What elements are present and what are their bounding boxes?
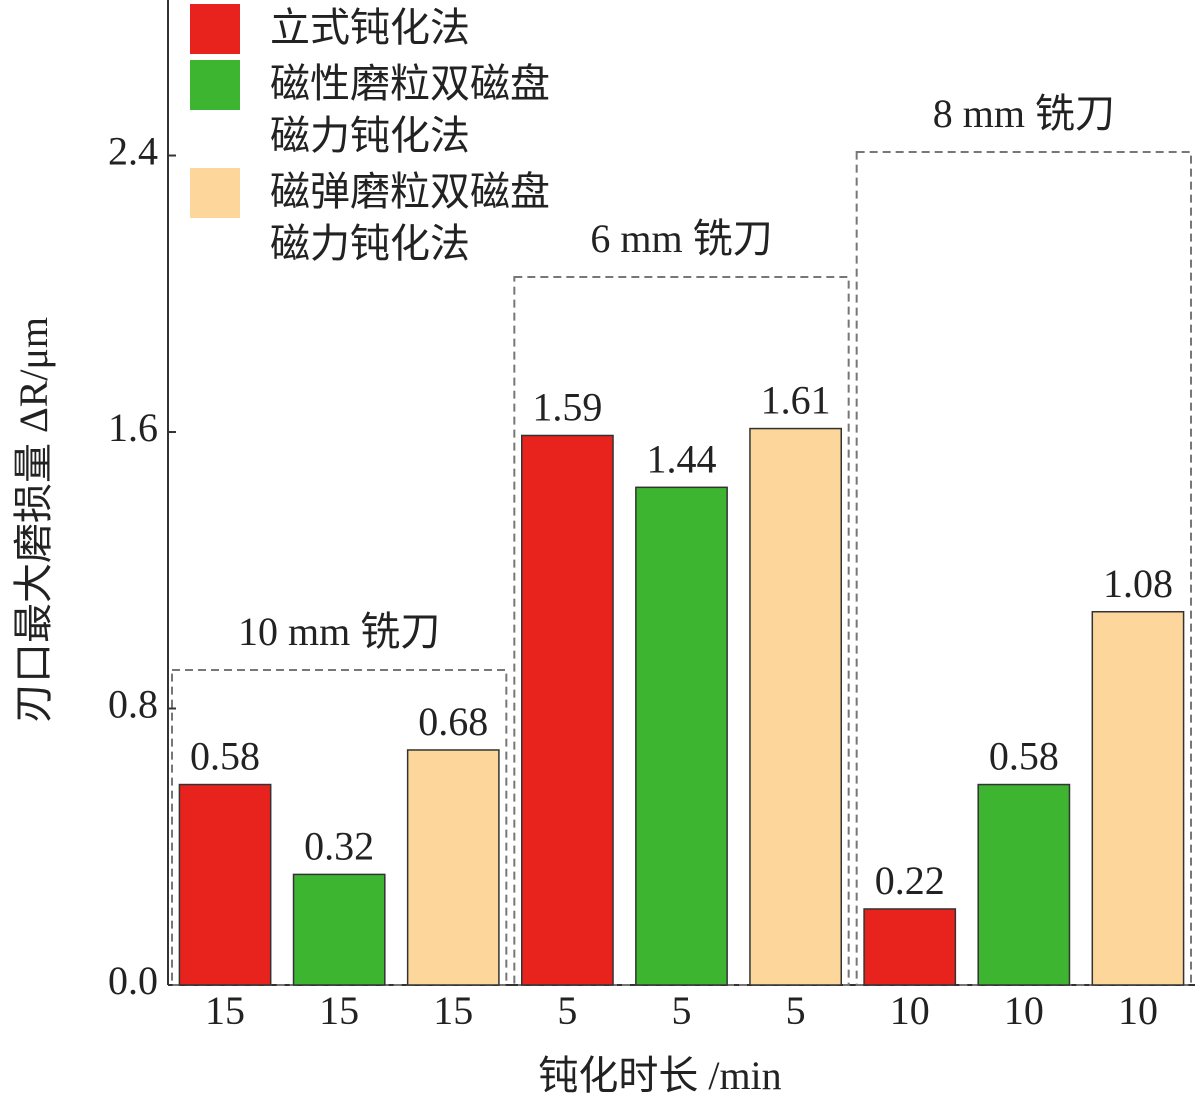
value-label: 1.61 <box>761 378 831 423</box>
value-label: 1.59 <box>532 385 602 430</box>
legend-swatch <box>190 4 240 54</box>
group-label: 8 mm 铣刀 <box>933 91 1115 136</box>
bar <box>863 908 957 986</box>
x-tick-label: 5 <box>672 988 692 1033</box>
bar <box>292 873 386 986</box>
legend-swatch <box>190 168 240 218</box>
x-tick-label: 15 <box>433 988 473 1033</box>
legend: 立式钝化法磁性磨粒双磁盘磁力钝化法 磁弹磨粒双磁盘磁力钝化法 <box>190 2 590 274</box>
x-tick-label: 5 <box>557 988 577 1033</box>
x-tick-label: 15 <box>319 988 359 1033</box>
group-label: 6 mm 铣刀 <box>590 216 772 261</box>
x-axis-title: 钝化时长 /min <box>538 1053 781 1098</box>
group-box <box>855 151 1193 986</box>
legend-swatch <box>190 60 240 110</box>
value-label: 0.68 <box>418 699 488 744</box>
y-tick-label: 2.4 <box>108 129 158 174</box>
value-label: 0.22 <box>875 858 945 903</box>
legend-label: 磁性磨粒双磁盘磁力钝化法 <box>270 61 550 158</box>
value-label: 0.32 <box>304 824 374 869</box>
x-tick-label: 10 <box>1118 988 1158 1033</box>
bar <box>977 783 1071 986</box>
value-label: 1.08 <box>1103 561 1173 606</box>
x-tick-label: 5 <box>786 988 806 1033</box>
bar <box>520 434 614 986</box>
bar <box>406 749 500 986</box>
legend-label: 磁弹磨粒双磁盘磁力钝化法 <box>270 169 550 266</box>
value-label: 0.58 <box>190 734 260 779</box>
y-tick-label: 0.8 <box>108 682 158 727</box>
value-label: 1.44 <box>647 436 717 481</box>
bar <box>749 427 843 986</box>
legend-label: 立式钝化法 <box>270 5 470 50</box>
value-label: 0.58 <box>989 734 1059 779</box>
x-tick-label: 10 <box>1004 988 1044 1033</box>
bar <box>635 486 728 986</box>
x-tick-label: 10 <box>890 988 930 1033</box>
x-tick-label: 15 <box>205 988 245 1033</box>
group-label: 10 mm 铣刀 <box>238 609 440 654</box>
bar <box>178 783 272 986</box>
legend-entry: 磁弹磨粒双磁盘磁力钝化法 <box>190 166 590 270</box>
legend-entry: 磁性磨粒双磁盘磁力钝化法 <box>190 58 590 162</box>
y-tick-label: 1.6 <box>108 405 158 450</box>
y-axis-title: 刃口最大磨损量 ΔR/μm <box>11 317 56 723</box>
legend-entry: 立式钝化法 <box>190 2 590 54</box>
bar <box>1091 610 1185 986</box>
y-tick-label: 0.0 <box>108 958 158 1003</box>
